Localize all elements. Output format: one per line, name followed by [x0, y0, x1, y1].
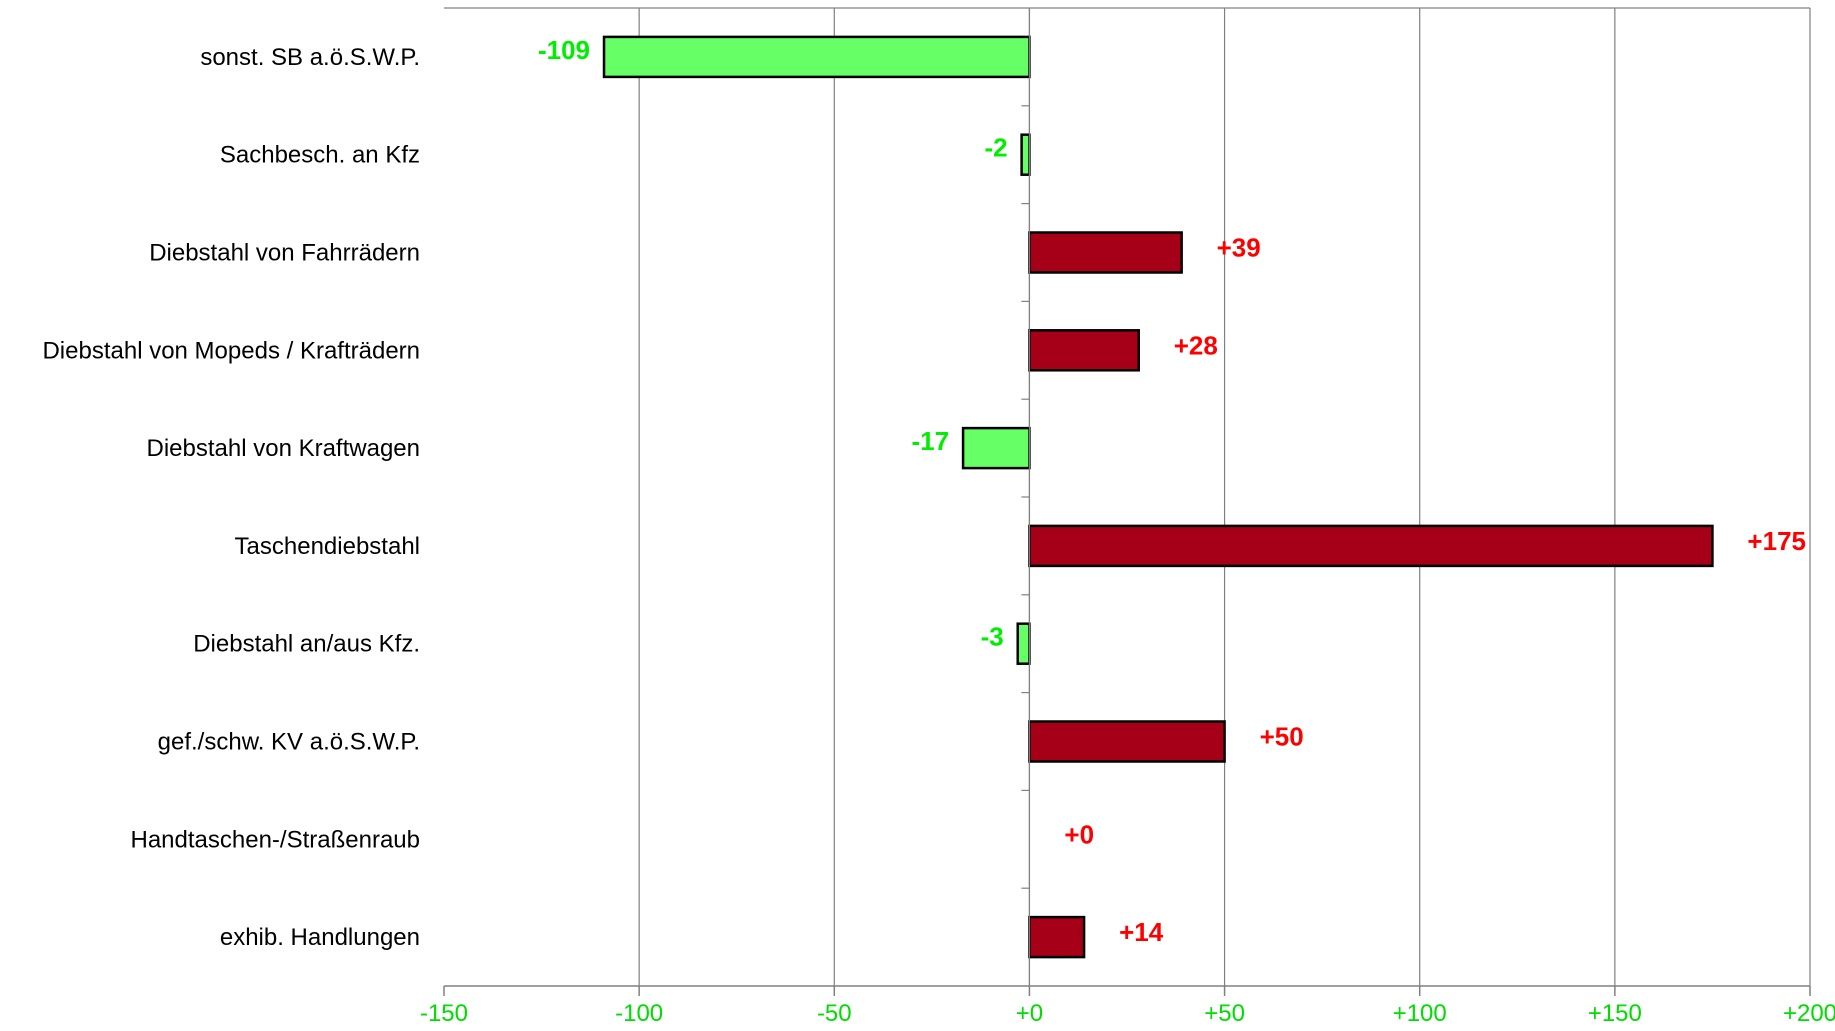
x-tick-label: +50 [1204, 1000, 1245, 1027]
data-label: -109 [538, 35, 590, 65]
category-label: sonst. SB a.ö.S.W.P. [200, 44, 420, 71]
category-label: Handtaschen-/Straßenraub [131, 826, 421, 853]
category-label: Diebstahl von Fahrrädern [149, 240, 420, 267]
x-tick-label: +100 [1393, 1000, 1447, 1027]
x-tick-label: +200 [1783, 1000, 1835, 1027]
category-label: Diebstahl von Mopeds / Krafträdern [42, 337, 420, 364]
bar [1020, 133, 1031, 176]
category-label: Taschendiebstahl [235, 533, 420, 560]
bars [602, 35, 1714, 959]
data-label: +14 [1119, 917, 1164, 947]
x-tick-label: -50 [817, 1000, 852, 1027]
axes [443, 7, 1811, 996]
data-label: +50 [1260, 722, 1304, 752]
bar [1028, 329, 1140, 372]
category-label: Diebstahl an/aus Kfz. [193, 631, 420, 658]
category-label: Diebstahl von Kraftwagen [147, 435, 421, 462]
x-tick-label: -100 [615, 1000, 663, 1027]
data-label: -2 [984, 133, 1007, 163]
category-label: Sachbesch. an Kfz [220, 142, 420, 169]
x-tick-label: +150 [1588, 1000, 1642, 1027]
bar [1028, 720, 1226, 763]
data-label: +28 [1174, 330, 1218, 360]
bar [961, 426, 1031, 470]
data-label: +39 [1217, 233, 1261, 263]
x-tick-label: +0 [1016, 1000, 1043, 1027]
bar [602, 35, 1031, 79]
data-label: +175 [1747, 526, 1806, 556]
bar [1028, 231, 1183, 274]
x-tick-label: -150 [420, 1000, 468, 1027]
labels: -150 -100 -50 +0 +50 +100 +150 +200 sonst. SB a.… [42, 35, 1835, 1027]
data-label: -3 [981, 622, 1004, 652]
data-label: +0 [1064, 819, 1094, 849]
data-label: -17 [912, 426, 950, 456]
category-label: exhib. Handlungen [220, 924, 420, 951]
bar [1016, 622, 1031, 665]
category-label: gef./schw. KV a.ö.S.W.P. [158, 729, 420, 756]
bar [1028, 524, 1714, 568]
bar [1028, 915, 1086, 959]
gridlines [638, 8, 1811, 986]
